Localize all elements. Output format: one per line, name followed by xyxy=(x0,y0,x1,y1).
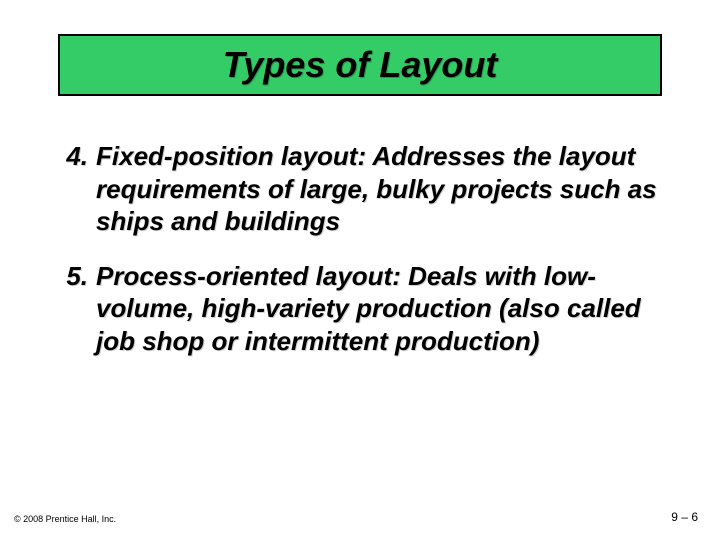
title-box: Types of Layout xyxy=(58,34,662,96)
list-text: Process-oriented layout: Deals with low-… xyxy=(96,260,670,358)
footer-page: 9 – 6 xyxy=(671,510,698,524)
footer-copyright: © 2008 Prentice Hall, Inc. xyxy=(14,514,116,524)
list-item: 5. Process-oriented layout: Deals with l… xyxy=(58,260,670,358)
list-text: Fixed-position layout: Addresses the lay… xyxy=(96,140,670,238)
slide: Types of Layout 4. Fixed-position layout… xyxy=(0,0,720,540)
slide-title: Types of Layout xyxy=(223,44,498,86)
list-item: 4. Fixed-position layout: Addresses the … xyxy=(58,140,670,238)
content-area: 4. Fixed-position layout: Addresses the … xyxy=(58,140,670,379)
list-number: 5. xyxy=(58,260,96,358)
list-number: 4. xyxy=(58,140,96,238)
